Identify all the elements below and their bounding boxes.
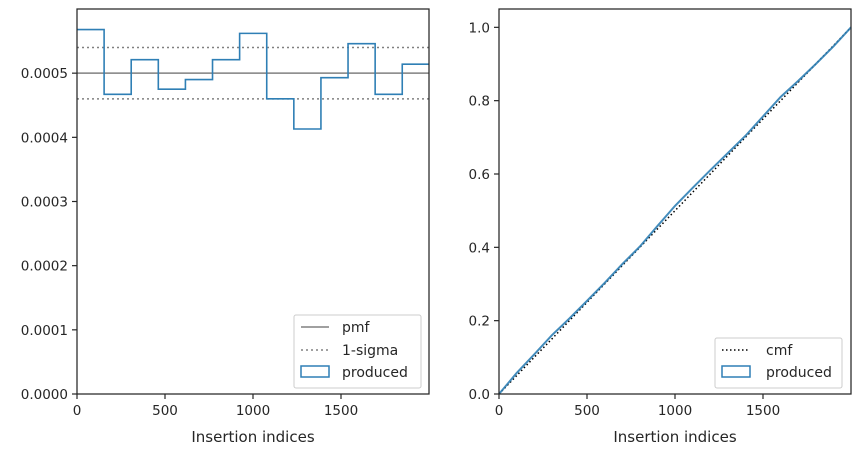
right-y-tick-label: 0.8 — [469, 94, 490, 110]
left-x-tick-label: 1000 — [236, 403, 270, 419]
right-y-tick-label: 1.0 — [469, 20, 490, 36]
right-y-tick-label: 0.6 — [469, 167, 490, 183]
right-legend-produced-patch — [721, 365, 751, 378]
left-y-tick-label: 0.0004 — [21, 130, 68, 146]
right-y-tick-label: 0.0 — [469, 387, 490, 403]
right-plot-area — [498, 26, 852, 395]
right-x-axis-label: Insertion indices — [613, 428, 736, 446]
right-chart: 0 500 1000 1500 0.0 0.2 0.4 0.6 0.8 1.0 Insertion… — [469, 8, 852, 446]
right-ticks: 0 500 1000 1500 0.0 0.2 0.4 0.6 0.8 1.0 — [469, 20, 781, 419]
right-x-tick-label: 0 — [495, 403, 504, 419]
left-plot-area — [77, 28, 429, 130]
left-y-tick-label: 0.0003 — [21, 195, 68, 211]
left-legend-pmf-label: pmf — [342, 320, 371, 336]
right-legend: cmf produced — [714, 337, 843, 389]
right-legend-cmf-label: cmf — [766, 343, 793, 359]
right-x-tick-label: 1500 — [746, 403, 780, 419]
left-chart: 0 500 1000 1500 0.0000 0.0001 0.0002 0.0003 0.00… — [21, 8, 430, 446]
left-x-tick-label: 1500 — [324, 403, 358, 419]
left-y-tick-label: 0.0002 — [21, 259, 68, 275]
right-y-tick-label: 0.4 — [469, 240, 490, 256]
right-y-tick-label: 0.2 — [469, 314, 490, 330]
left-legend-sigma-label: 1-sigma — [342, 343, 398, 359]
left-legend-produced-label: produced — [342, 365, 408, 381]
left-x-tick-label: 0 — [73, 403, 82, 419]
left-x-tick-label: 500 — [152, 403, 178, 419]
left-legend: pmf 1-sigma produced — [293, 314, 422, 389]
left-y-tick-label: 0.0005 — [21, 66, 68, 82]
right-x-tick-label: 500 — [574, 403, 600, 419]
left-legend-box — [293, 314, 422, 389]
produced-histogram-step — [77, 28, 429, 130]
left-x-axis-label: Insertion indices — [191, 428, 314, 446]
right-x-tick-label: 1000 — [658, 403, 692, 419]
left-ticks: 0 500 1000 1500 0.0000 0.0001 0.0002 0.0003 0.00… — [21, 66, 358, 419]
left-legend-produced-patch — [300, 365, 330, 378]
left-y-tick-label: 0.0001 — [21, 323, 68, 339]
produced-cumulative-line — [498, 26, 852, 395]
cmf-line — [498, 26, 852, 395]
right-legend-produced-label: produced — [766, 365, 832, 381]
left-y-tick-label: 0.0000 — [21, 387, 68, 403]
